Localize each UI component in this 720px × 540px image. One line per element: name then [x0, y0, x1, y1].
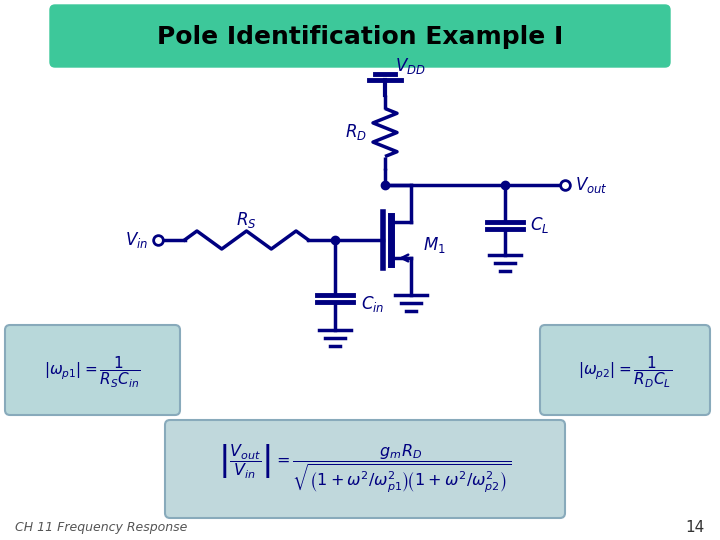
Text: $R_D$: $R_D$: [345, 123, 367, 143]
Text: $R_S$: $R_S$: [236, 210, 257, 230]
Text: $V_{out}$: $V_{out}$: [575, 175, 608, 195]
Text: 14: 14: [685, 521, 705, 536]
Text: $\left|\dfrac{V_{out}}{V_{in}}\right| = \dfrac{g_m R_D}{\sqrt{\left(1+\omega^2/\: $\left|\dfrac{V_{out}}{V_{in}}\right| = …: [218, 443, 512, 495]
Text: $C_{in}$: $C_{in}$: [361, 294, 384, 314]
FancyBboxPatch shape: [540, 325, 710, 415]
FancyBboxPatch shape: [165, 420, 565, 518]
Text: $|\omega_{p2}| = \dfrac{1}{R_D C_L}$: $|\omega_{p2}| = \dfrac{1}{R_D C_L}$: [578, 354, 672, 390]
Text: $C_L$: $C_L$: [530, 215, 549, 235]
FancyBboxPatch shape: [50, 5, 670, 67]
Text: $V_{DD}$: $V_{DD}$: [395, 56, 426, 76]
Text: $|\omega_{p1}| = \dfrac{1}{R_S C_{in}}$: $|\omega_{p1}| = \dfrac{1}{R_S C_{in}}$: [44, 354, 140, 390]
FancyBboxPatch shape: [5, 325, 180, 415]
Text: CH 11 Frequency Response: CH 11 Frequency Response: [15, 522, 187, 535]
Text: $V_{in}$: $V_{in}$: [125, 230, 148, 250]
Text: Pole Identification Example I: Pole Identification Example I: [157, 25, 563, 49]
Text: $M_1$: $M_1$: [423, 235, 446, 255]
